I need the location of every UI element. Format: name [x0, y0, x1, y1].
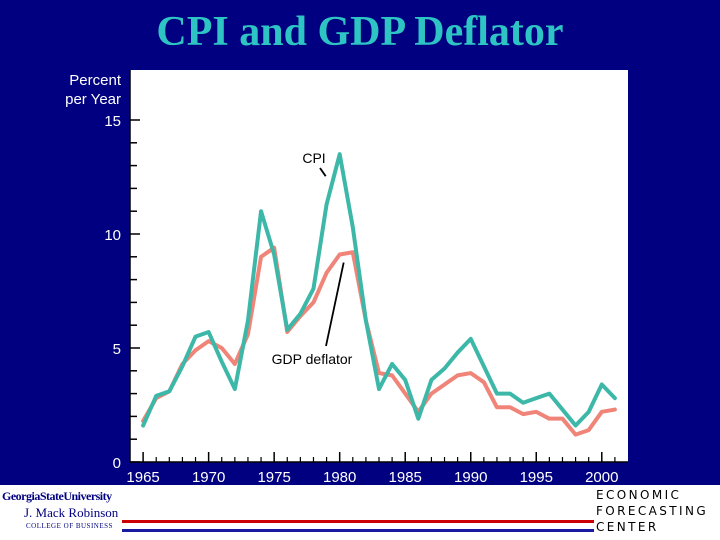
data-point-cpi — [469, 337, 473, 341]
data-point-cpi — [600, 382, 604, 387]
gsu-logo-college: COLLEGE OF BUSINESS — [26, 522, 113, 530]
data-point-gdp-deflator — [573, 433, 578, 437]
data-point-gdp-deflator — [193, 348, 198, 352]
x-tick-label: 1980 — [323, 469, 356, 486]
data-point-gdp-deflator — [469, 371, 473, 375]
data-point-gdp-deflator — [259, 255, 263, 259]
x-tick-label: 1970 — [192, 469, 225, 486]
efc-logo: ECONOMIC FORECASTING CENTER — [596, 487, 720, 537]
data-point-cpi — [429, 378, 434, 382]
gdp-deflator-label: GDP deflator — [272, 351, 353, 367]
series-layer — [141, 152, 617, 437]
cpi-label: CPI — [302, 150, 325, 166]
data-point-gdp-deflator — [495, 405, 499, 409]
x-axis: 1965 1970 1975 1980 1985 1990 1995 2000 — [126, 452, 628, 486]
x-tick-label: 1965 — [126, 469, 159, 486]
data-point-gdp-deflator — [377, 371, 381, 375]
data-point-cpi — [456, 350, 460, 355]
data-point-cpi — [364, 319, 368, 323]
data-point-gdp-deflator — [351, 250, 355, 254]
x-tick-label: 2000 — [585, 469, 618, 486]
data-point-cpi — [587, 410, 591, 414]
data-point-gdp-deflator — [521, 412, 525, 416]
data-point-cpi — [220, 360, 224, 364]
data-point-gdp-deflator — [587, 428, 591, 432]
data-point-cpi — [521, 401, 525, 405]
data-point-cpi — [154, 394, 158, 398]
footer-rule-red — [122, 520, 594, 523]
data-point-cpi — [180, 364, 185, 368]
y-tick-label: 0 — [113, 455, 121, 472]
data-point-gdp-deflator — [547, 417, 551, 421]
data-point-gdp-deflator — [233, 362, 237, 366]
x-tick-label: 1990 — [454, 469, 487, 486]
data-point-gdp-deflator — [207, 339, 211, 343]
data-point-cpi — [233, 387, 237, 391]
data-point-cpi — [272, 252, 276, 257]
x-tick-label: 1995 — [520, 469, 553, 486]
y-axis-title-line2: per Year — [65, 91, 121, 108]
data-point-cpi — [324, 202, 329, 206]
data-point-cpi — [442, 366, 447, 371]
data-point-cpi — [482, 364, 486, 368]
data-point-gdp-deflator — [324, 271, 329, 275]
data-point-gdp-deflator — [534, 410, 538, 414]
data-point-gdp-deflator — [508, 405, 512, 409]
data-point-cpi — [495, 392, 499, 396]
x-tick-label: 1975 — [257, 469, 290, 486]
data-point-cpi — [259, 209, 263, 213]
data-point-cpi — [547, 392, 551, 396]
data-point-cpi — [167, 389, 171, 393]
data-point-cpi — [338, 152, 342, 156]
data-point-cpi — [416, 417, 420, 421]
data-point-cpi — [207, 330, 211, 334]
data-point-gdp-deflator — [390, 373, 394, 377]
data-point-cpi — [311, 287, 316, 291]
data-point-cpi — [560, 407, 565, 412]
data-point-gdp-deflator — [442, 382, 447, 387]
data-point-gdp-deflator — [220, 346, 224, 350]
data-point-gdp-deflator — [456, 373, 460, 377]
data-point-gdp-deflator — [482, 380, 486, 384]
gsu-logo: GeorgiaStateUniversity J. Mack Robinson … — [2, 489, 118, 537]
data-point-gdp-deflator — [613, 407, 617, 412]
slide-title: CPI and GDP Deflator — [156, 9, 564, 55]
efc-logo-line3: CENTER — [596, 520, 659, 534]
y-tick-label: 15 — [104, 113, 121, 130]
x-tick-label: 1985 — [389, 469, 422, 486]
data-point-gdp-deflator — [338, 252, 342, 257]
data-point-cpi — [193, 335, 198, 339]
data-point-cpi — [285, 328, 289, 332]
data-point-cpi — [390, 362, 394, 366]
gdp-deflator-leader-line — [325, 262, 345, 347]
data-point-cpi — [613, 396, 617, 400]
data-point-gdp-deflator — [403, 392, 407, 396]
data-point-gdp-deflator — [600, 410, 604, 414]
efc-logo-line1: ECONOMIC — [596, 488, 682, 502]
data-point-cpi — [403, 378, 407, 382]
data-point-cpi — [573, 423, 578, 428]
data-point-gdp-deflator — [429, 392, 434, 396]
gsu-logo-name: GeorgiaStateUniversity — [2, 489, 112, 503]
y-axis-title-line1: Percent — [69, 72, 122, 89]
footer-rule-blue — [122, 529, 594, 532]
data-point-cpi — [298, 312, 302, 316]
data-point-cpi — [246, 319, 250, 323]
cpi-leader-line — [319, 167, 327, 177]
y-tick-label: 10 — [104, 227, 121, 244]
data-point-gdp-deflator — [311, 300, 316, 304]
data-point-cpi — [508, 392, 512, 396]
data-point-gdp-deflator — [560, 417, 565, 421]
data-point-cpi — [377, 387, 381, 391]
data-point-cpi — [534, 396, 538, 400]
plot-area — [130, 70, 628, 462]
gsu-logo-school: J. Mack Robinson — [24, 505, 119, 520]
data-point-cpi — [351, 225, 355, 229]
y-tick-label: 5 — [113, 341, 121, 358]
efc-logo-line2: FORECASTING — [596, 504, 709, 518]
data-point-cpi — [141, 423, 145, 428]
annotation-layer: CPI GDP deflator — [272, 150, 353, 367]
y-axis: 0 5 10 15 — [104, 70, 140, 472]
